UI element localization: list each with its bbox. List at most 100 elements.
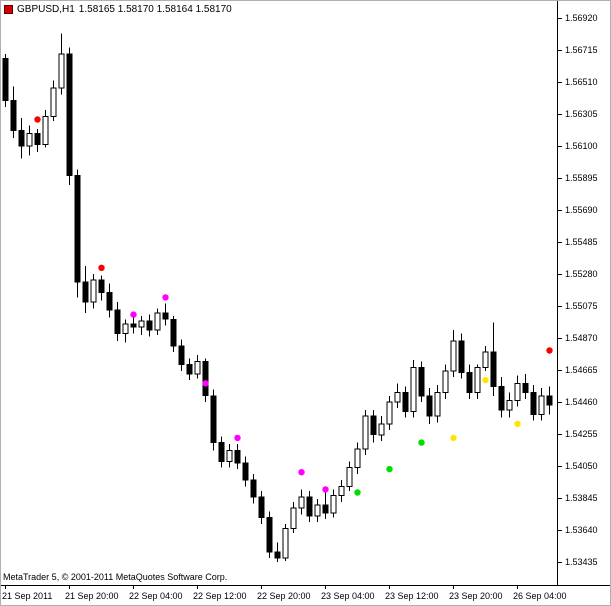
time-axis-tick (69, 586, 70, 589)
candle-body (522, 382, 529, 394)
candle-body (410, 367, 417, 412)
candle-body (386, 401, 393, 425)
signal-dot-green (354, 489, 361, 496)
candle-body (34, 133, 41, 145)
signal-dot-magenta (162, 294, 169, 301)
time-axis-tick (261, 586, 262, 589)
time-axis-label: 22 Sep 04:00 (129, 591, 183, 601)
price-axis-tick (558, 402, 562, 403)
candle-body (362, 415, 369, 450)
candle-body (226, 449, 233, 462)
candle-body (306, 496, 313, 517)
candle-body (466, 371, 473, 394)
time-axis-label: 23 Sep 20:00 (449, 591, 503, 601)
candle-body (170, 318, 177, 347)
price-axis-label: 1.54870 (565, 333, 598, 343)
candle-body (322, 504, 329, 514)
candle-body (122, 323, 129, 334)
price-axis-tick (558, 114, 562, 115)
time-axis-tick (517, 586, 518, 589)
time-axis-tick (5, 586, 6, 589)
time-axis-label: 22 Sep 20:00 (257, 591, 311, 601)
candle-body (106, 292, 113, 311)
candle-body (42, 115, 49, 145)
signal-dot-green (418, 439, 425, 446)
signal-dot-green (386, 465, 393, 473)
candle-body (234, 449, 241, 464)
price-axis-tick (558, 370, 562, 371)
price-axis-label: 1.56920 (565, 13, 598, 23)
signal-dot-yellow (482, 376, 489, 384)
signal-dot-magenta (234, 434, 241, 442)
time-axis-label: 26 Sep 04:00 (513, 591, 567, 601)
chart-area[interactable]: GBPUSD,H1 1.58165 1.58170 1.58164 1.5817… (1, 1, 557, 585)
candle-body (2, 58, 9, 102)
candle-body (290, 507, 297, 529)
copyright-text: MetaTrader 5, © 2001-2011 MetaQuotes Sof… (3, 572, 228, 582)
signal-dot-magenta (202, 380, 209, 387)
chart-header: GBPUSD,H1 1.58165 1.58170 1.58164 1.5817… (4, 4, 232, 15)
signal-dot-yellow (450, 434, 457, 442)
candle-body (178, 345, 185, 365)
time-axis-label: 23 Sep 12:00 (385, 591, 439, 601)
time-axis[interactable]: 21 Sep 2011 21 Sep 20:00 22 Sep 04:00 22 Se… (1, 585, 610, 605)
candle-body (250, 479, 257, 498)
signal-dot-magenta (130, 311, 137, 318)
signal-dot-red (34, 116, 41, 123)
time-axis-tick (325, 586, 326, 589)
candle-body (138, 320, 145, 328)
price-axis[interactable]: 1.56920 1.56715 1.56510 1.56305 1.56100 1.558… (557, 1, 610, 585)
time-axis-label: 22 Sep 12:00 (193, 591, 247, 601)
candle-body (130, 323, 137, 328)
signal-dot-magenta (298, 469, 305, 476)
price-axis-tick (558, 466, 562, 467)
candle-body (482, 351, 489, 369)
symbol-icon (4, 5, 13, 14)
symbol-label: GBPUSD,H1 (17, 4, 75, 15)
candle-body (74, 175, 81, 283)
price-axis-label: 1.56305 (565, 109, 598, 119)
price-axis-tick (558, 242, 562, 243)
time-axis-label: 21 Sep 2011 (2, 591, 53, 601)
candle-body (426, 395, 433, 417)
candle-body (378, 423, 385, 436)
price-axis-label: 1.54255 (565, 429, 598, 439)
candle-body (450, 340, 457, 372)
price-axis-label: 1.55075 (565, 301, 598, 311)
price-axis-label: 1.55895 (565, 173, 598, 183)
candle-body (314, 504, 321, 517)
candle-body (506, 399, 513, 411)
price-axis-label: 1.56100 (565, 141, 598, 151)
candle-body (274, 551, 281, 559)
candle-body (114, 309, 121, 334)
time-axis-label: 23 Sep 04:00 (321, 591, 375, 601)
price-axis-label: 1.54460 (565, 397, 598, 407)
price-axis-tick (558, 146, 562, 147)
candle-body (202, 360, 209, 397)
time-axis-tick (453, 586, 454, 589)
candle-body (474, 367, 481, 394)
price-axis-tick (558, 274, 562, 275)
price-axis-label: 1.53435 (565, 557, 598, 567)
signal-dot-magenta (322, 486, 329, 493)
candle-body (298, 496, 305, 509)
candle-body (266, 517, 273, 553)
candle-body (18, 129, 25, 147)
candle-body (242, 462, 249, 481)
candle-body (186, 364, 193, 375)
time-axis-label: 21 Sep 20:00 (65, 591, 119, 601)
price-axis-label: 1.54665 (565, 365, 598, 375)
candlestick-chart-canvas[interactable] (1, 1, 557, 585)
price-axis-tick (558, 498, 562, 499)
candle-body (58, 53, 65, 89)
price-axis-tick (558, 210, 562, 211)
price-axis-label: 1.55690 (565, 205, 598, 215)
candle-body (258, 496, 265, 519)
candle-body (146, 320, 153, 331)
candle-body (98, 279, 105, 294)
candle-body (194, 360, 201, 375)
candle-body (354, 448, 361, 468)
price-axis-label: 1.54050 (565, 461, 598, 471)
candle-body (162, 312, 169, 320)
candle-body (434, 392, 441, 417)
